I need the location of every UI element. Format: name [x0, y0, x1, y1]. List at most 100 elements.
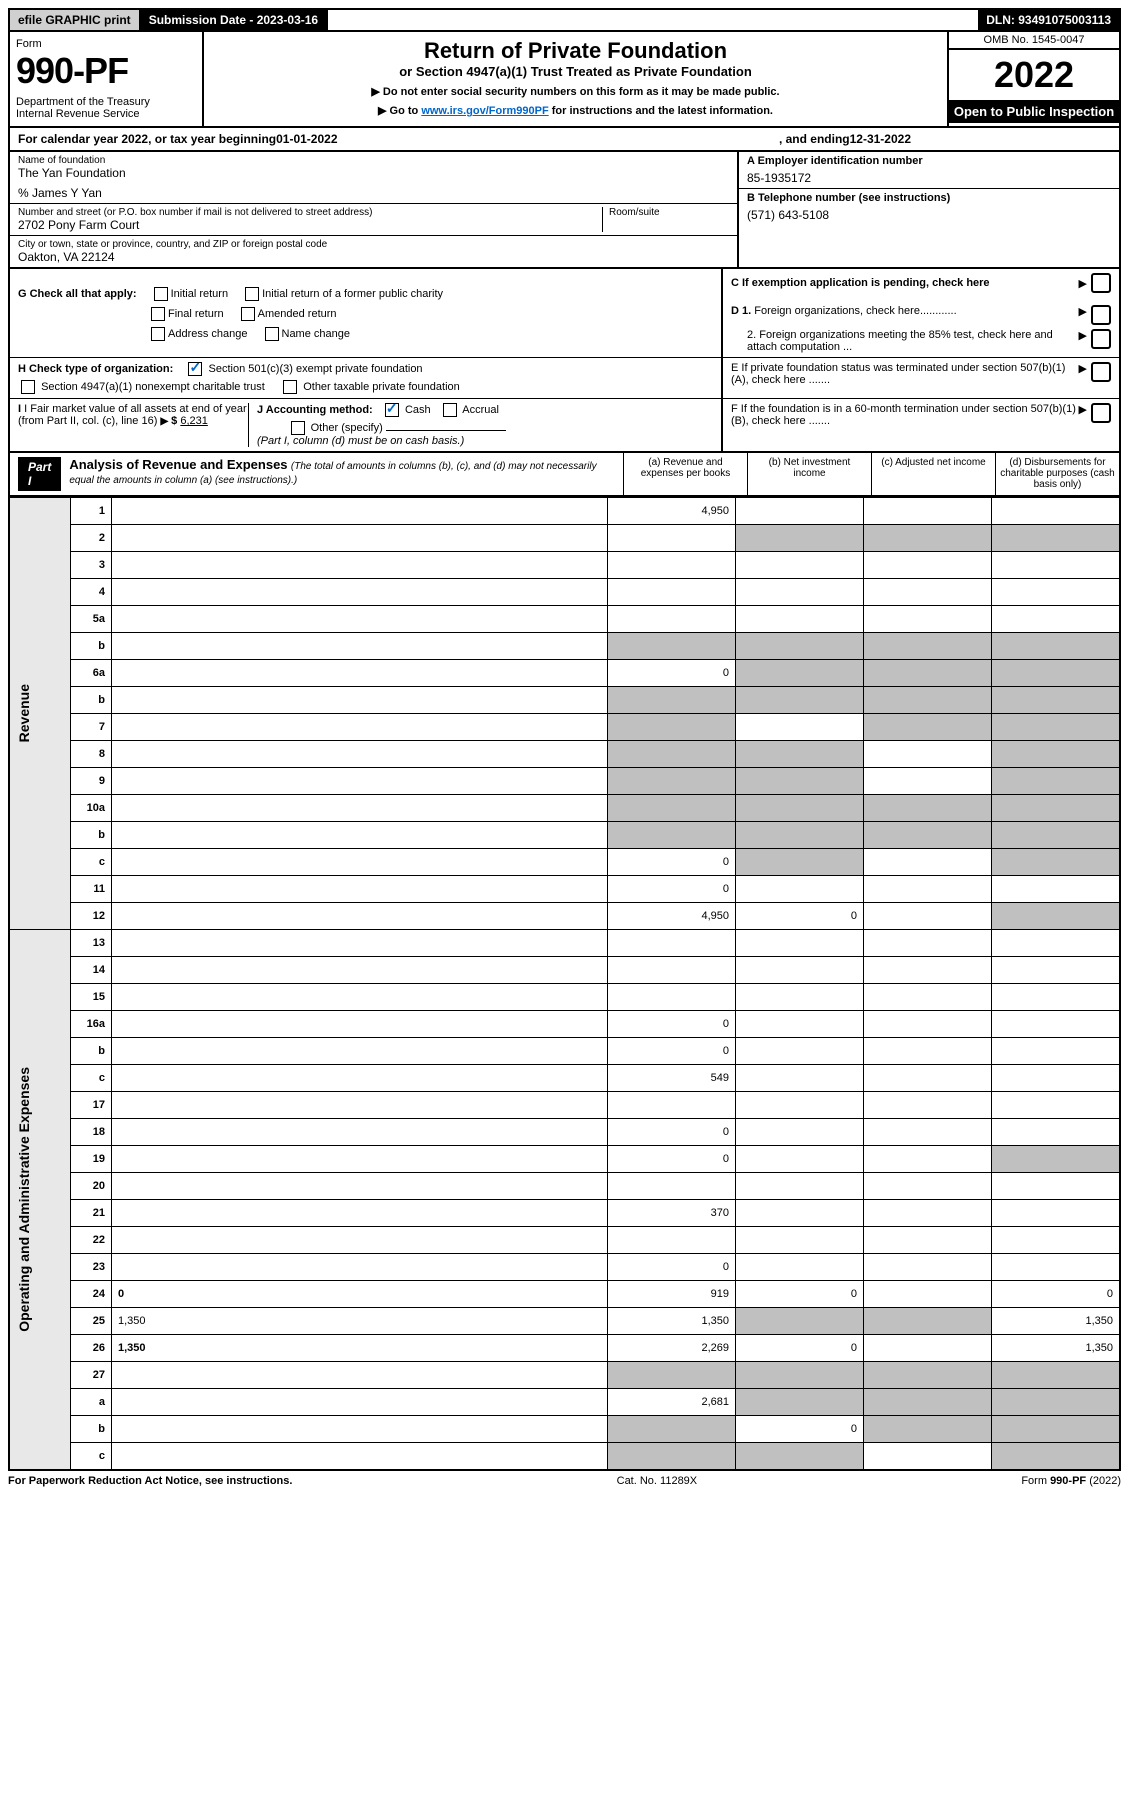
- room-label: Room/suite: [609, 207, 729, 218]
- h3-checkbox[interactable]: [283, 380, 297, 394]
- amount-col-a: [608, 957, 736, 984]
- part1-badge: Part I: [18, 457, 61, 491]
- table-row: Operating and Administrative Expenses13: [9, 930, 1120, 957]
- line-number: 16a: [71, 1011, 112, 1038]
- line-number: 17: [71, 1092, 112, 1119]
- amount-col-a: [608, 1227, 736, 1254]
- part1-title: Analysis of Revenue and Expenses: [69, 457, 287, 472]
- amount-col-d: [992, 1173, 1121, 1200]
- name-label: Name of foundation: [18, 155, 729, 166]
- line-number: 3: [71, 552, 112, 579]
- dln: DLN: 93491075003113: [978, 10, 1119, 30]
- amount-col-a: [608, 687, 736, 714]
- j-accrual-checkbox[interactable]: [443, 403, 457, 417]
- amount-col-a: [608, 795, 736, 822]
- amount-col-b: [736, 1173, 864, 1200]
- amount-col-d: [992, 606, 1121, 633]
- amount-col-b: [736, 1065, 864, 1092]
- goto-pre: ▶ Go to: [378, 105, 421, 117]
- amount-col-c: [864, 741, 992, 768]
- cal-end: 12-31-2022: [850, 132, 911, 146]
- amount-col-a: 370: [608, 1200, 736, 1227]
- table-row: 24091900: [9, 1281, 1120, 1308]
- amount-col-a: [608, 768, 736, 795]
- line-number: a: [71, 1389, 112, 1416]
- amount-col-b: [736, 1443, 864, 1471]
- amount-col-a: [608, 1173, 736, 1200]
- j-other-checkbox[interactable]: [291, 421, 305, 435]
- j-cash-checkbox[interactable]: [385, 403, 399, 417]
- table-row: 16a0: [9, 1011, 1120, 1038]
- amount-col-a: 1,350: [608, 1308, 736, 1335]
- table-row: 10a: [9, 795, 1120, 822]
- line-desc: [112, 984, 608, 1011]
- d2-checkbox[interactable]: [1091, 329, 1111, 349]
- line-desc: [112, 687, 608, 714]
- table-row: 251,3501,3501,350: [9, 1308, 1120, 1335]
- amount-col-d: [992, 525, 1121, 552]
- amount-col-c: [864, 849, 992, 876]
- amount-col-a: 0: [608, 849, 736, 876]
- table-row: 230: [9, 1254, 1120, 1281]
- f-checkbox[interactable]: [1091, 403, 1111, 423]
- ij-f-row: I I Fair market value of all assets at e…: [8, 399, 1121, 453]
- h1-checkbox[interactable]: [188, 362, 202, 376]
- e-checkbox[interactable]: [1091, 362, 1111, 382]
- amount-col-c: [864, 1335, 992, 1362]
- col-c-header: (c) Adjusted net income: [871, 453, 995, 495]
- amount-col-c: [864, 525, 992, 552]
- h2-checkbox[interactable]: [21, 380, 35, 394]
- amount-col-b: [736, 768, 864, 795]
- line-desc: [112, 1173, 608, 1200]
- line-number: 14: [71, 957, 112, 984]
- line-number: 21: [71, 1200, 112, 1227]
- line-desc: [112, 1119, 608, 1146]
- line-number: 5a: [71, 606, 112, 633]
- amount-col-c: [864, 633, 992, 660]
- h1-label: Section 501(c)(3) exempt private foundat…: [209, 363, 423, 375]
- amount-col-b: [736, 930, 864, 957]
- city-state-zip: Oakton, VA 22124: [18, 250, 729, 264]
- amount-col-d: [992, 1443, 1121, 1471]
- line-desc: [112, 795, 608, 822]
- line-desc: 1,350: [112, 1335, 608, 1362]
- amount-col-c: [864, 1443, 992, 1471]
- line-number: 24: [71, 1281, 112, 1308]
- line-desc: [112, 1146, 608, 1173]
- foundation-name: The Yan Foundation: [18, 166, 729, 180]
- amount-col-d: [992, 876, 1121, 903]
- line-number: 23: [71, 1254, 112, 1281]
- line-desc: [112, 849, 608, 876]
- amount-col-c: [864, 687, 992, 714]
- goto-post: for instructions and the latest informat…: [549, 105, 773, 117]
- amount-col-c: [864, 930, 992, 957]
- d1-checkbox[interactable]: [1091, 305, 1111, 325]
- table-row: c0: [9, 849, 1120, 876]
- amount-col-a: [608, 822, 736, 849]
- info-grid: Name of foundation The Yan Foundation % …: [8, 152, 1121, 269]
- table-row: Revenue14,950: [9, 498, 1120, 525]
- amount-col-c: [864, 1254, 992, 1281]
- amount-col-a: 4,950: [608, 498, 736, 525]
- h-label: H Check type of organization:: [18, 363, 173, 375]
- irs-link[interactable]: www.irs.gov/Form990PF: [421, 105, 548, 117]
- cal-pre: For calendar year 2022, or tax year begi…: [18, 132, 276, 146]
- line-number: 2: [71, 525, 112, 552]
- line-number: c: [71, 849, 112, 876]
- table-row: c: [9, 1443, 1120, 1471]
- table-row: 9: [9, 768, 1120, 795]
- form-header: Form 990-PF Department of the Treasury I…: [8, 32, 1121, 128]
- line-desc: [112, 1389, 608, 1416]
- line-desc: 0: [112, 1281, 608, 1308]
- amount-col-b: [736, 984, 864, 1011]
- line-number: b: [71, 687, 112, 714]
- table-row: 14: [9, 957, 1120, 984]
- line-number: 7: [71, 714, 112, 741]
- amount-col-a: [608, 525, 736, 552]
- part1-header-row: Part I Analysis of Revenue and Expenses …: [8, 453, 1121, 497]
- c-checkbox[interactable]: [1091, 273, 1111, 293]
- g-label: G Check all that apply:: [18, 288, 137, 300]
- d1-label: D 1. Foreign organizations, check here..…: [731, 305, 1079, 317]
- j-accrual: Accrual: [462, 404, 499, 416]
- amount-col-d: [992, 822, 1121, 849]
